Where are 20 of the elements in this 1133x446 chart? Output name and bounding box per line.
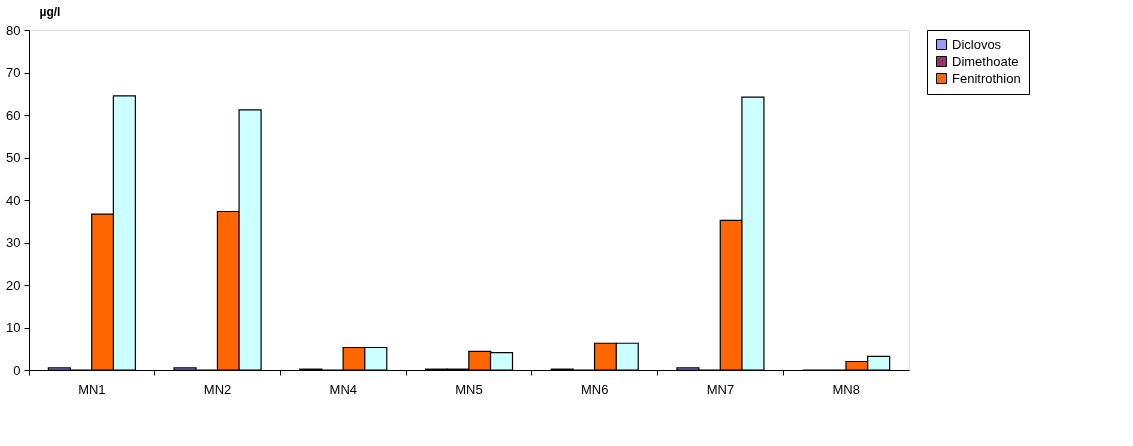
y-tick-label: 40: [6, 192, 21, 208]
legend-label: Diclovos: [952, 36, 1002, 52]
y-tick-label: 10: [6, 320, 21, 335]
y-axis-title: µg/l: [39, 4, 61, 19]
x-tick-label: MN8: [832, 381, 860, 397]
x-tick-label: MN1: [78, 381, 106, 397]
y-tick-label: 60: [6, 107, 21, 123]
y-tick-label: 70: [6, 65, 21, 80]
x-tick-label: MN2: [203, 381, 232, 397]
x-tick-label: MN4: [329, 381, 358, 397]
x-tick-label: MN7: [706, 381, 735, 397]
y-tick-label: 30: [6, 235, 21, 250]
legend-label: Dimethoate: [952, 53, 1019, 69]
x-tick-label: MN6: [580, 381, 609, 397]
x-tick-label: MN5: [455, 381, 483, 397]
legend-label: Fenitrothion: [952, 70, 1021, 86]
y-tick-label: 0: [13, 362, 21, 378]
y-tick-label: 80: [6, 22, 21, 38]
y-tick-label: 20: [6, 277, 21, 293]
y-tick-label: 50: [6, 150, 21, 165]
